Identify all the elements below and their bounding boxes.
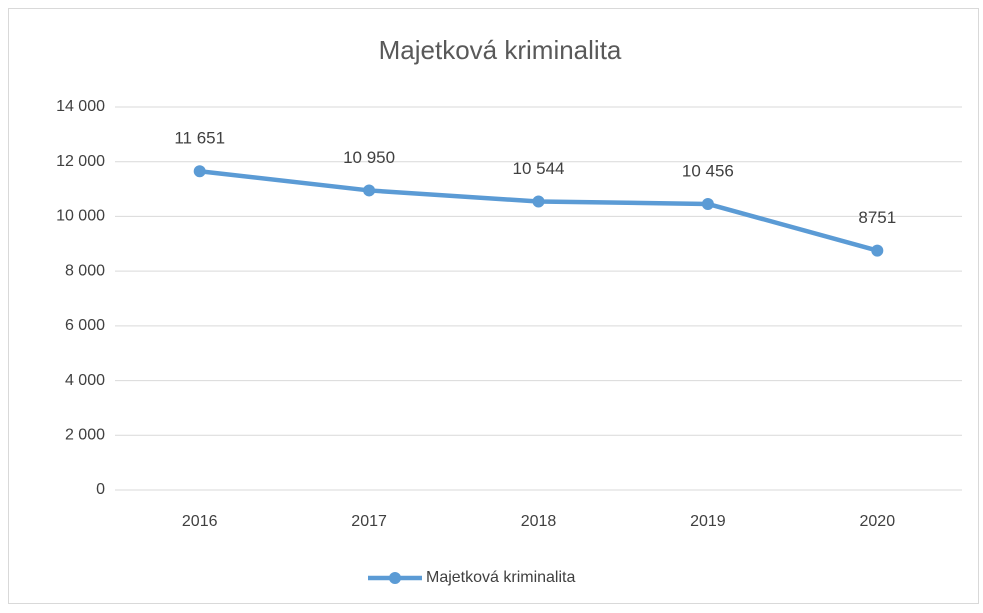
y-tick-label: 10 000 bbox=[56, 208, 105, 225]
data-point bbox=[701, 197, 714, 210]
x-tick-label: 2016 bbox=[182, 513, 218, 530]
data-label: 11 651 bbox=[174, 129, 225, 148]
data-point bbox=[193, 165, 206, 178]
y-tick-label: 2 000 bbox=[65, 427, 105, 444]
y-tick-label: 4 000 bbox=[65, 372, 105, 389]
x-tick-label: 2018 bbox=[521, 513, 557, 530]
y-tick-label: 8 000 bbox=[65, 262, 105, 279]
y-tick-label: 12 000 bbox=[56, 153, 105, 170]
data-point bbox=[871, 244, 884, 257]
x-tick-label: 2020 bbox=[860, 513, 896, 530]
data-point bbox=[532, 195, 545, 208]
legend-label: Majetková kriminalita bbox=[426, 569, 575, 586]
data-label: 10 950 bbox=[343, 148, 395, 167]
y-tick-label: 14 000 bbox=[56, 98, 105, 115]
x-tick-label: 2019 bbox=[690, 513, 726, 530]
legend-marker bbox=[389, 572, 401, 584]
x-tick-label: 2017 bbox=[351, 513, 387, 530]
y-tick-label: 0 bbox=[96, 481, 105, 498]
data-label: 10 544 bbox=[513, 159, 565, 178]
chart-border bbox=[8, 8, 979, 604]
data-point bbox=[363, 184, 376, 197]
data-label: 10 456 bbox=[682, 161, 734, 180]
data-label: 8751 bbox=[858, 208, 896, 227]
chart-title: Majetková kriminalita bbox=[379, 35, 622, 65]
y-tick-label: 6 000 bbox=[65, 317, 105, 334]
